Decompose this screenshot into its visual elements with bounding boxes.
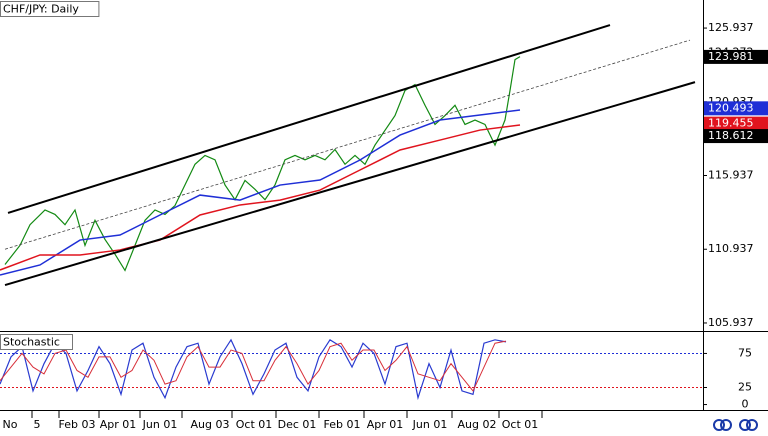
series-line	[4, 81, 696, 286]
price-marker-label: 119.455	[708, 117, 754, 130]
price-marker	[704, 116, 768, 131]
series-line	[0, 124, 521, 271]
title-box	[0, 334, 73, 350]
price-marker	[704, 129, 768, 144]
x-tick-label: Jun 01	[412, 418, 448, 431]
series-line	[0, 109, 521, 276]
x-tick-label: Aug 03	[191, 418, 230, 431]
x-tick-label: Dec 01	[278, 418, 317, 431]
series-line	[0, 338, 507, 401]
x-tick-label: 5	[34, 418, 41, 431]
icon	[713, 419, 725, 431]
x-tick-label: Jun 01	[142, 418, 178, 431]
price-marker	[704, 101, 768, 116]
x-tick-label: Aug 02	[458, 418, 497, 431]
icon	[746, 419, 758, 431]
price-marker-label: 118.612	[708, 129, 754, 142]
x-tick-label: Feb 01	[324, 418, 361, 431]
price-marker	[704, 49, 768, 64]
y-tick-label: 0	[742, 398, 749, 411]
series-line	[0, 340, 507, 392]
title-box	[0, 1, 100, 17]
series-line	[4, 56, 521, 272]
y-tick-label: 125.937	[708, 21, 754, 34]
x-tick-label: No	[3, 418, 18, 431]
series-line	[4, 39, 691, 250]
x-tick-label: Oct 01	[236, 418, 273, 431]
price-marker-label: 123.981	[708, 50, 754, 63]
chart-title: Stochastic	[3, 336, 60, 349]
corner-icon[interactable]	[708, 414, 766, 434]
price-marker-label: 120.493	[708, 101, 754, 114]
x-tick-label: Feb 03	[59, 418, 96, 431]
x-tick-label: Oct 01	[502, 418, 539, 431]
x-tick-label: Apr 01	[367, 418, 404, 431]
x-tick-label: Apr 01	[100, 418, 137, 431]
chart-title: CHF/JPY: Daily	[3, 3, 79, 16]
y-tick-label: 75	[738, 346, 752, 359]
icon	[739, 419, 751, 431]
y-tick-label: 115.937	[708, 169, 754, 182]
y-tick-label: 25	[738, 381, 752, 394]
y-tick-label: 110.937	[708, 242, 754, 255]
series-line	[7, 24, 611, 214]
y-tick-label: 105.937	[708, 316, 754, 329]
icon	[720, 419, 732, 431]
